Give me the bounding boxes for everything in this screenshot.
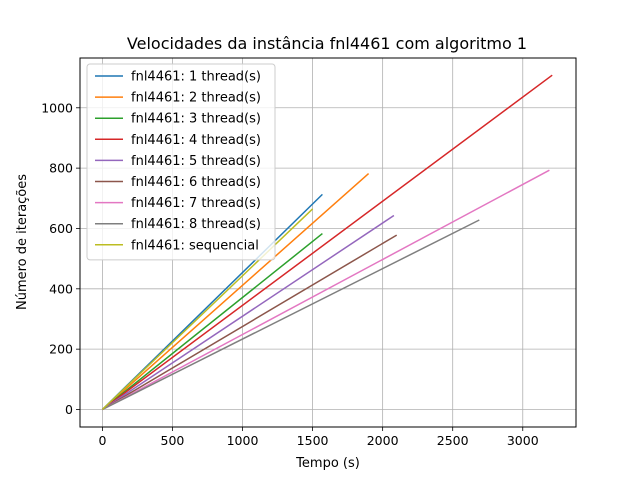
x-tick-label: 2000 (367, 433, 399, 448)
legend-entry-8: fnl4461: 8 thread(s) (131, 217, 261, 232)
series-line-2 (101, 173, 370, 411)
x-axis-label: Tempo (s) (295, 456, 360, 471)
y-tick-label: 1000 (41, 100, 73, 115)
series-line-5 (101, 214, 395, 411)
legend: fnl4461: 1 thread(s) fnl4461: 2 thread(s)… (86, 63, 276, 261)
x-tick-label: 1500 (297, 433, 329, 448)
legend-entry-1: fnl4461: 1 thread(s) (131, 70, 261, 85)
legend-entry-2: fnl4461: 2 thread(s) (131, 91, 261, 106)
x-tick-label: 3000 (507, 433, 539, 448)
x-tick-label: 2500 (437, 433, 469, 448)
y-tick-label: 600 (49, 221, 73, 236)
legend-entry-9: fnl4461: sequencial (131, 238, 259, 253)
series-line-7 (102, 169, 550, 411)
chart-title: Velocidades da instância fnl4461 com alg… (127, 34, 527, 53)
series-line-3 (101, 233, 323, 411)
x-tick-label: 1000 (227, 433, 259, 448)
y-tick-label: 400 (49, 281, 73, 296)
y-tick-label: 200 (49, 342, 73, 357)
legend-entry-4: fnl4461: 4 thread(s) (131, 133, 261, 148)
legend-entry-5: fnl4461: 5 thread(s) (131, 154, 261, 169)
legend-entry-7: fnl4461: 7 thread(s) (131, 196, 261, 211)
plot-frame (79, 57, 577, 428)
x-tick-label: 500 (161, 433, 185, 448)
legend-entry-6: fnl4461: 6 thread(s) (131, 175, 261, 190)
legend-entry-3: fnl4461: 3 thread(s) (131, 112, 261, 127)
series-lines (101, 74, 553, 411)
y-tick-label: 0 (65, 402, 73, 417)
x-tick-label: 0 (98, 433, 106, 448)
ticks: 0 500 1000 1500 2000 2500 3000 0 200 400 600 800 100… (41, 100, 539, 448)
legend-box (86, 63, 276, 261)
series-line-4 (101, 74, 553, 411)
series-line-6 (102, 234, 398, 411)
series-line-8 (102, 219, 480, 411)
series-line-9 (101, 208, 314, 411)
y-tick-label: 800 (49, 161, 73, 176)
y-axis-label: Número de iterações (15, 174, 30, 310)
